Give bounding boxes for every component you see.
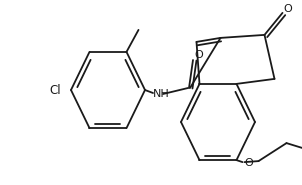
Text: O: O: [244, 158, 253, 168]
Text: O: O: [194, 50, 203, 60]
Text: O: O: [283, 4, 292, 14]
Text: Cl: Cl: [49, 83, 61, 97]
Text: NH: NH: [153, 89, 169, 99]
